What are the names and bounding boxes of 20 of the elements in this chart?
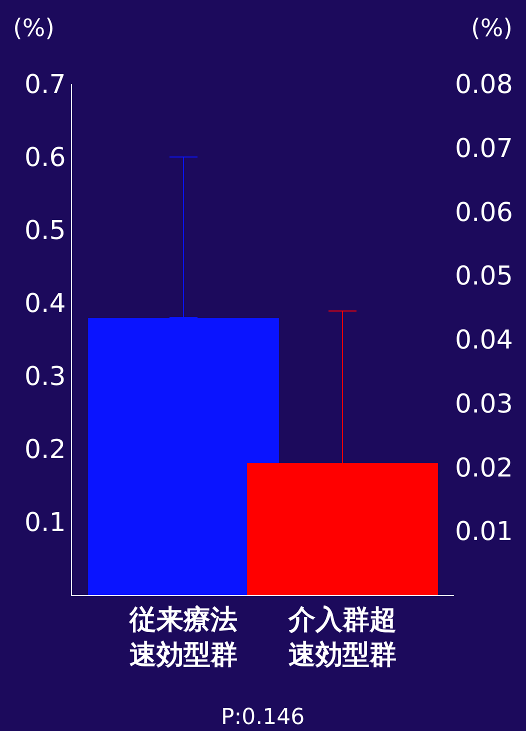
x-tick-label: 従来療法速効型群 — [128, 604, 238, 670]
y-axis-title: (%) — [13, 14, 55, 42]
y-tick-label: 0.2 — [24, 435, 66, 466]
y-tick-label: 0.6 — [24, 143, 66, 174]
y-tick-label: 0.3 — [24, 362, 66, 392]
y2-axis-title: (%) — [471, 14, 513, 42]
y2-tick-label: 0.04 — [455, 326, 513, 356]
x-tick-label: 介入群超速効型群 — [286, 604, 397, 670]
y-tick-label: 0.5 — [24, 216, 66, 246]
y-tick-label: 0.1 — [24, 508, 66, 538]
y2-tick-label: 0.08 — [455, 70, 513, 100]
y2-tick-label: 0.01 — [455, 517, 513, 548]
text: P:0.146 — [221, 705, 305, 730]
y2-tick-label: 0.06 — [455, 198, 513, 228]
y2-tick-label: 0.05 — [455, 262, 513, 292]
y-tick-label: 0.4 — [24, 289, 66, 320]
y-tick-label: 0.7 — [24, 70, 66, 100]
y2-tick-label: 0.07 — [455, 134, 513, 164]
y2-tick-label: 0.03 — [455, 389, 513, 420]
y2-tick-label: 0.02 — [455, 453, 513, 484]
